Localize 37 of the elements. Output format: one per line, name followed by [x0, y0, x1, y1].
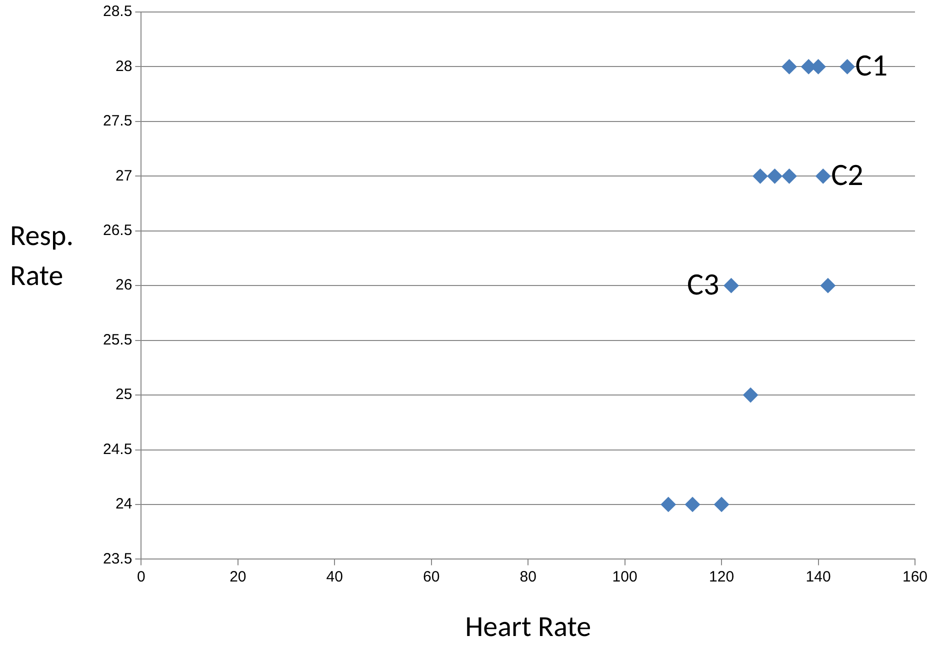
y-tick-label: 25.5 [102, 331, 132, 348]
point [782, 168, 797, 184]
y-tick-label: 27.5 [102, 112, 132, 130]
y-tick-label: 27 [116, 167, 132, 184]
point [767, 168, 782, 184]
point [816, 168, 831, 184]
point [820, 278, 836, 294]
x-tick-label: 0 [137, 568, 146, 586]
y-tick-label: 23.5 [102, 550, 132, 568]
point [714, 496, 730, 512]
y-tick-label: 28 [116, 58, 132, 75]
y-axis-title: Resp. Rate [10, 216, 75, 295]
annotation: C1 [855, 46, 888, 84]
point [724, 278, 739, 294]
point [782, 59, 797, 74]
x-tick-label: 20 [230, 568, 246, 586]
x-tick-label: 120 [709, 568, 734, 586]
point [685, 496, 700, 512]
y-tick-label: 25 [116, 386, 132, 404]
annotation: C2 [831, 156, 864, 194]
annotation: C3 [686, 265, 720, 304]
y-tick-label: 26 [116, 276, 132, 294]
point [752, 168, 768, 184]
point [743, 388, 758, 403]
point [660, 496, 676, 512]
x-tick-label: 140 [806, 568, 831, 586]
y-tick-label: 24.5 [102, 440, 132, 458]
x-axis-title: Heart Rate [465, 608, 592, 644]
x-tick-label: 100 [612, 568, 638, 586]
point [840, 59, 855, 74]
x-tick-label: 60 [423, 568, 440, 586]
y-tick-label: 28.5 [102, 3, 132, 20]
y-tick-label: 24 [116, 496, 132, 513]
x-tick-label: 40 [326, 568, 343, 586]
x-tick-label: 160 [902, 568, 928, 586]
x-tick-label: 80 [520, 568, 536, 586]
y-tick-label: 26.5 [102, 222, 132, 240]
